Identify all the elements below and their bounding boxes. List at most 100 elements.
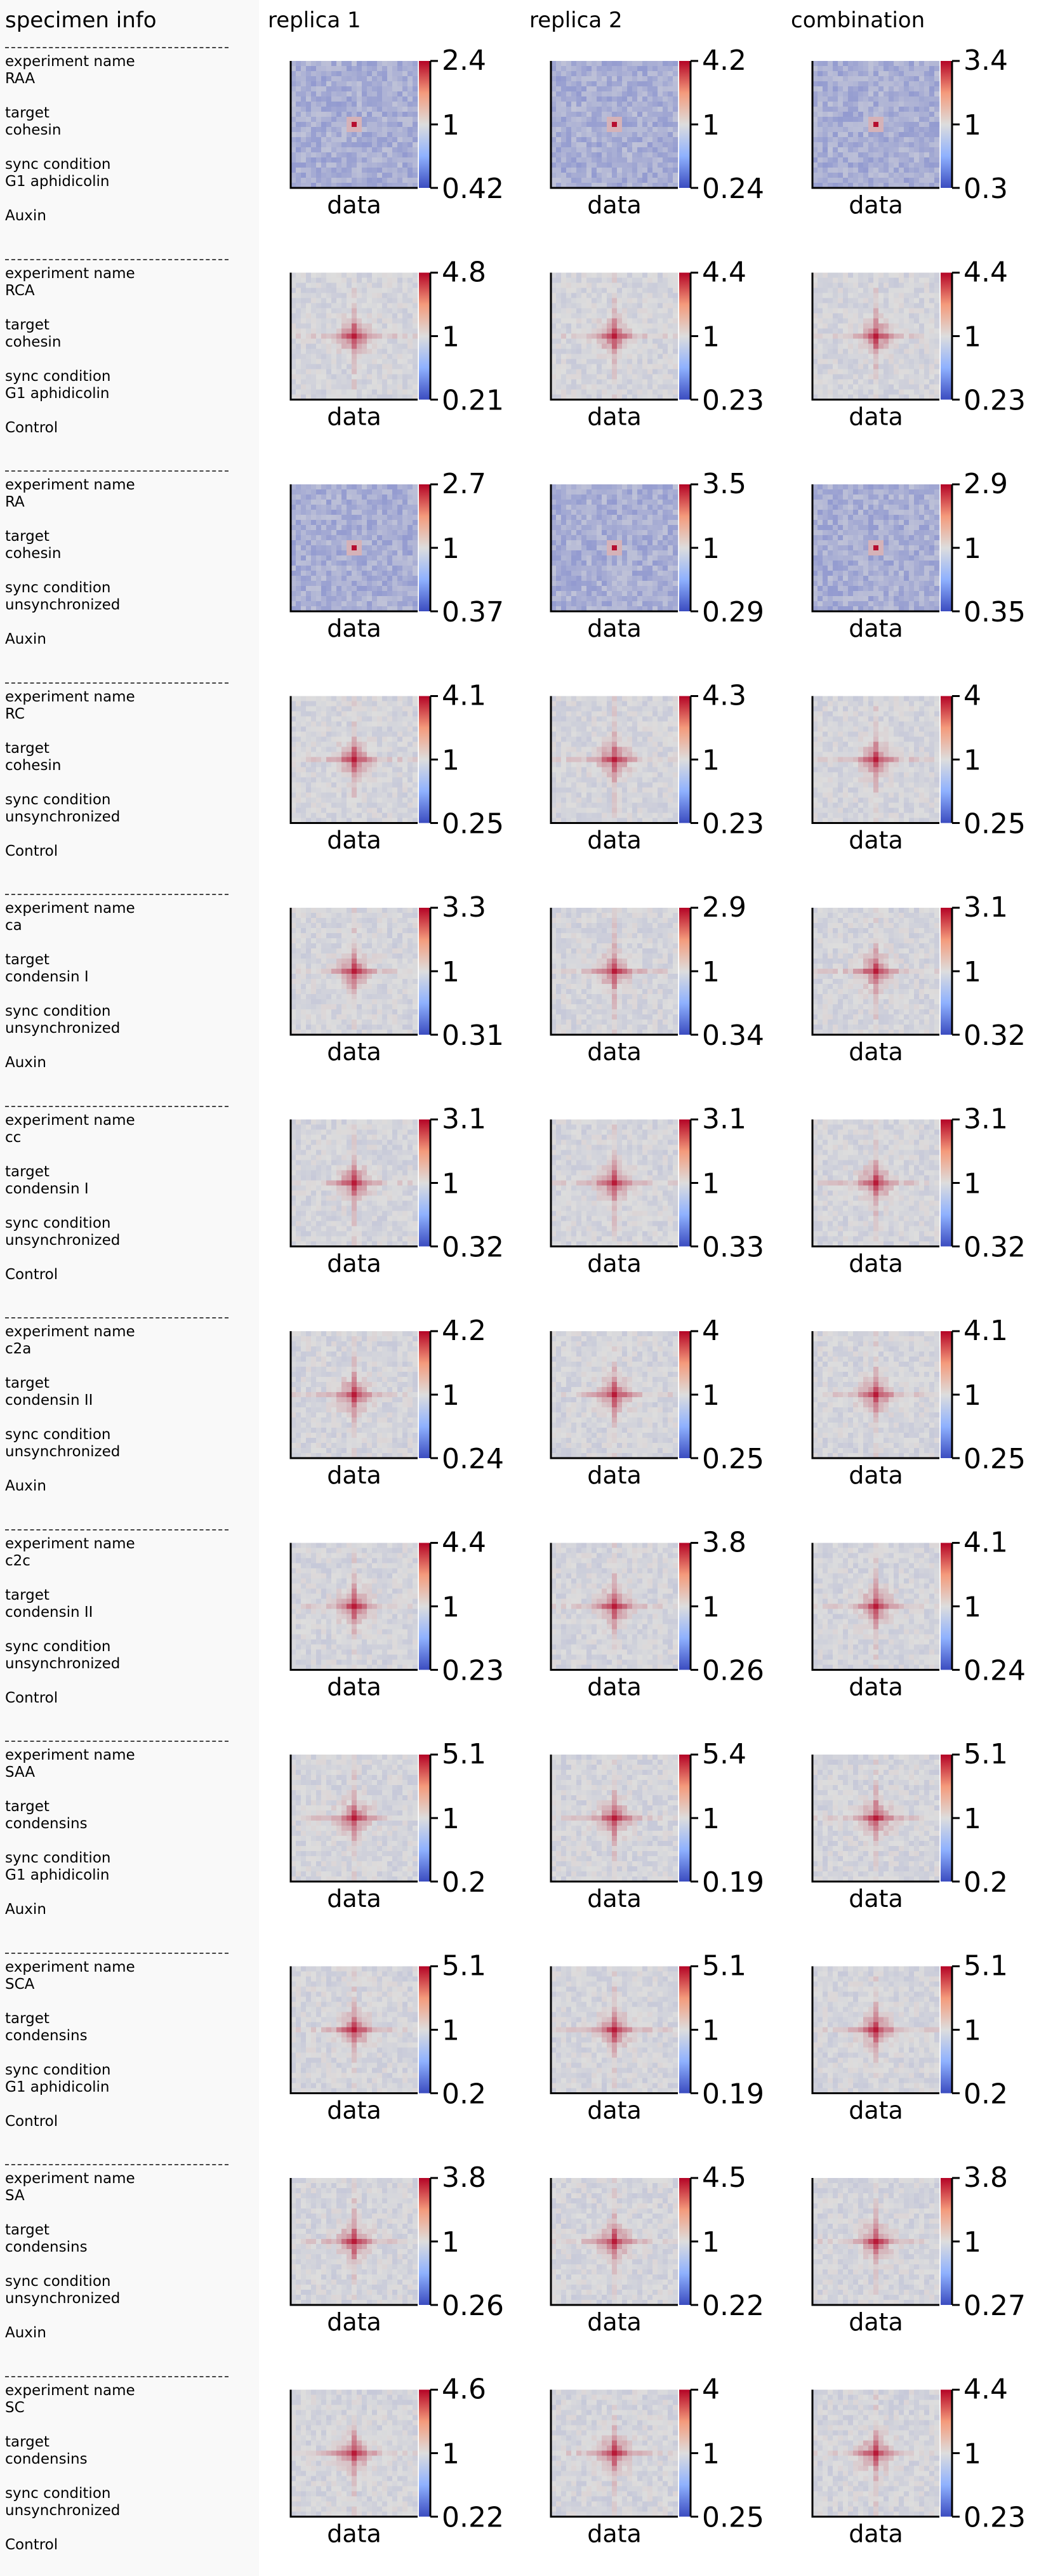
heatmap-cell	[673, 319, 678, 324]
heatmap-cell	[858, 349, 863, 354]
heatmap-cell	[617, 375, 622, 380]
heatmap-cell	[556, 540, 561, 545]
heatmap-cell	[331, 576, 336, 581]
heatmap-cell	[336, 339, 341, 344]
heatmap-cell	[642, 173, 647, 178]
heatmap-cell	[341, 112, 347, 117]
heatmap-cell	[868, 385, 873, 390]
heatmap-cell	[367, 561, 372, 566]
heatmap-cell	[868, 112, 873, 117]
heatmap-cell	[347, 375, 352, 380]
heatmap-cell	[372, 81, 377, 86]
heatmap-cell	[326, 298, 331, 303]
heatmap-cell	[402, 319, 407, 324]
heatmap-cell	[597, 309, 602, 314]
heatmap-cell	[612, 349, 617, 354]
heatmap-cell	[321, 571, 326, 576]
heatmap-cell	[858, 76, 863, 81]
heatmap-cell	[377, 96, 382, 102]
heatmap-cell	[642, 86, 647, 91]
heatmap-cell	[878, 324, 884, 329]
heatmap-cell	[397, 112, 402, 117]
heatmap-cell	[341, 364, 347, 369]
heatmap-cell	[357, 273, 362, 278]
heatmap-cell	[352, 61, 357, 66]
heatmap-cell	[311, 163, 316, 168]
heatmap-cell	[828, 375, 833, 380]
heatmap-cell	[884, 334, 889, 339]
heatmap-cell	[642, 561, 647, 566]
heatmap-cell	[341, 122, 347, 127]
heatmap-cell	[884, 293, 889, 298]
heatmap-cell	[397, 122, 402, 127]
heatmap-cell	[586, 495, 592, 500]
heatmap-cell	[407, 163, 413, 168]
heatmap-cell	[899, 91, 904, 96]
heatmap-cell	[362, 520, 367, 525]
colorbar-mid-label: 1	[442, 321, 460, 354]
heatmap-cell	[413, 571, 418, 576]
heatmap-cell	[377, 283, 382, 288]
heatmap-cell	[602, 117, 607, 122]
heatmap-cell	[899, 319, 904, 324]
heatmap-cell	[407, 571, 413, 576]
heatmap-cell	[331, 91, 336, 96]
heatmap-cell	[899, 278, 904, 283]
heatmap-cell	[833, 298, 838, 303]
heatmap-cell	[889, 137, 894, 142]
heatmap-cell	[919, 91, 924, 96]
heatmap-cell	[336, 586, 341, 591]
heatmap-cell	[407, 324, 413, 329]
heatmap-cell	[607, 329, 612, 334]
heatmap-cell	[311, 515, 316, 520]
heatmap-cell	[632, 369, 637, 375]
heatmap-cell	[321, 278, 326, 283]
heatmap-cell	[637, 112, 642, 117]
heatmap-cell	[617, 61, 622, 66]
heatmap-cell	[607, 566, 612, 571]
heatmap-cell	[362, 380, 367, 385]
heatmap-cell	[357, 380, 362, 385]
heatmap-cell	[612, 520, 617, 525]
heatmap-cell	[331, 107, 336, 112]
heatmap-cell	[316, 566, 321, 571]
heatmap-cell	[413, 319, 418, 324]
heatmap-cell	[668, 117, 673, 122]
heatmap-cell	[576, 283, 581, 288]
heatmap-cell	[642, 489, 647, 495]
heatmap-cell	[863, 339, 868, 344]
heatmap-cell	[407, 81, 413, 86]
heatmap-cell	[331, 178, 336, 183]
heatmap-cell	[602, 309, 607, 314]
heatmap-cell	[602, 142, 607, 147]
heatmap-cell	[663, 137, 668, 142]
heatmap-cell	[311, 369, 316, 375]
heatmap-cell	[617, 142, 622, 147]
heatmap-cell	[316, 359, 321, 364]
heatmap-cell	[612, 293, 617, 298]
heatmap-cell	[407, 566, 413, 571]
heatmap-cell	[858, 71, 863, 76]
heatmap-cell	[833, 122, 838, 127]
heatmap-cell	[311, 339, 316, 344]
heatmap-cell	[316, 329, 321, 334]
heatmap-cell	[566, 550, 571, 555]
heatmap-cell	[663, 495, 668, 500]
heatmap-cell	[581, 385, 586, 390]
heatmap-cell	[673, 561, 678, 566]
heatmap-cell	[934, 142, 939, 147]
heatmap-cell	[296, 591, 301, 596]
heatmap-cell	[843, 314, 848, 319]
heatmap-cell	[592, 293, 597, 298]
heatmap-cell	[397, 314, 402, 319]
heatmap-cell	[367, 324, 372, 329]
heatmap-cell	[316, 96, 321, 102]
heatmap-cell	[561, 66, 566, 71]
heatmap-cell	[934, 273, 939, 278]
heatmap-cell	[878, 334, 884, 339]
heatmap-cell	[316, 61, 321, 66]
heatmap-cell	[627, 550, 632, 555]
heatmap-cell	[306, 530, 311, 535]
heatmap-cell	[413, 132, 418, 137]
heatmap-cell	[889, 329, 894, 334]
